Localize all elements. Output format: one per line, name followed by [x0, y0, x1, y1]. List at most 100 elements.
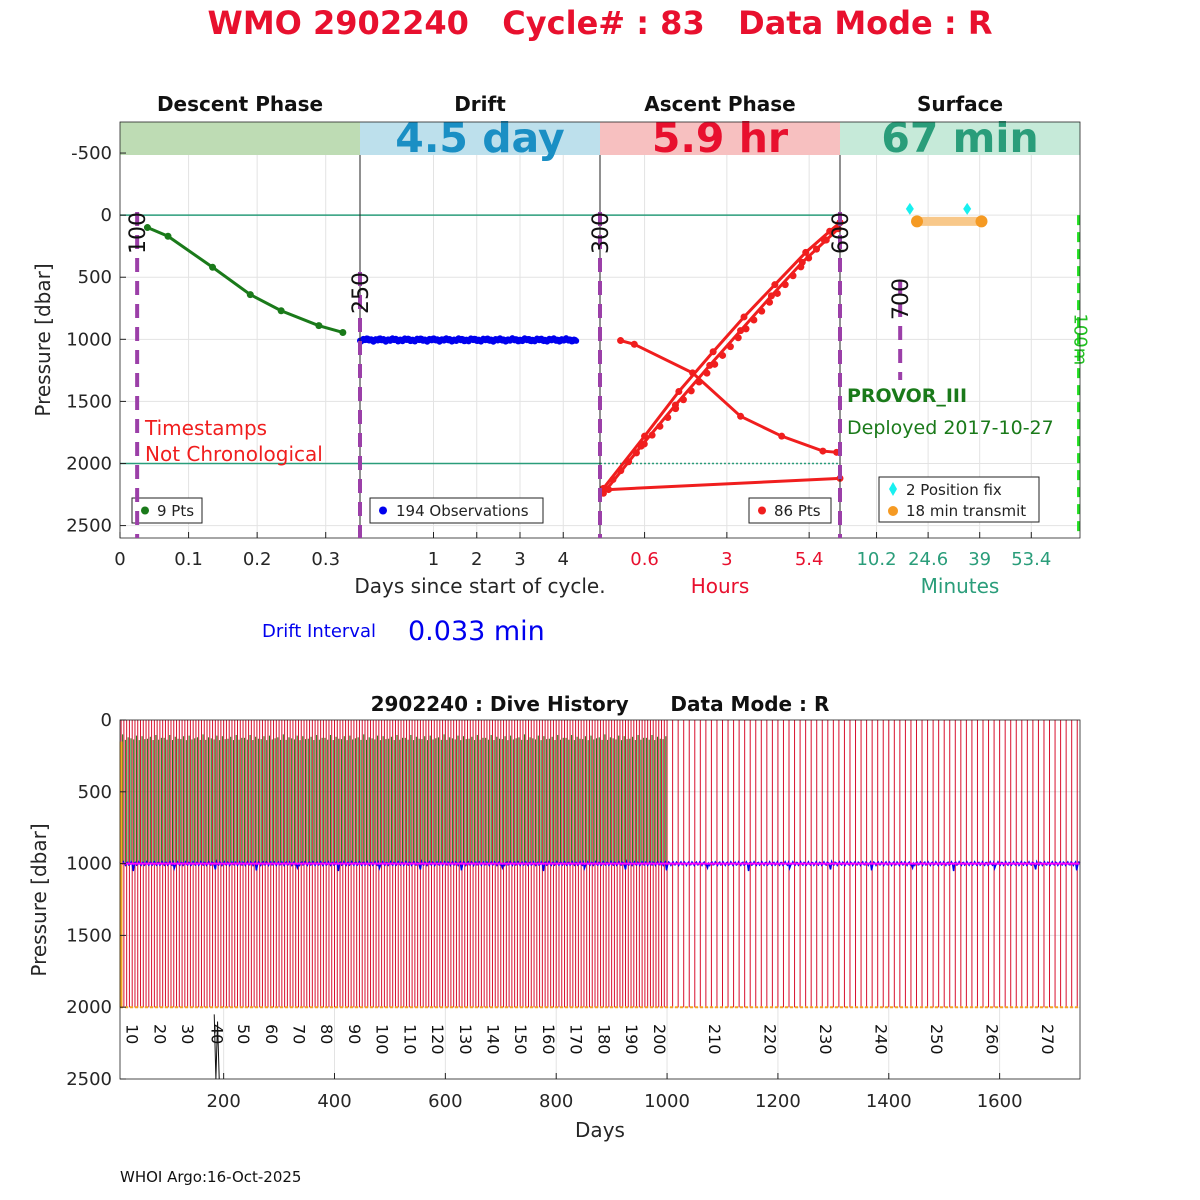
history-x-tick-label: 800 — [539, 1091, 573, 1112]
history-y-tick-label: 2500 — [66, 1069, 112, 1090]
cycle-number-label: 170 — [567, 1024, 586, 1055]
history-x-tick-label: 1400 — [866, 1091, 912, 1112]
cycle-number-label: 220 — [761, 1024, 780, 1055]
ascent-point — [679, 396, 687, 404]
ascent-point — [617, 467, 625, 475]
figure-title: WMO 2902240 Cycle# : 83 Data Mode : R — [208, 4, 993, 42]
cycle-x-tick-label: 53.4 — [1011, 549, 1051, 570]
ascent-point — [630, 340, 638, 348]
cycle-number-label: 230 — [816, 1024, 835, 1055]
position-fix-legend-text: 2 Position fix — [906, 481, 1002, 499]
ascent-point — [802, 248, 810, 256]
cycle-number-label: 100 — [373, 1024, 392, 1055]
ascent-point — [797, 263, 805, 271]
cycle-grid — [119, 152, 1080, 538]
phase-bar-surface — [840, 122, 1080, 155]
cycle-x-tick-label: 0.1 — [174, 549, 203, 570]
history-x-tick-label: 1600 — [977, 1091, 1023, 1112]
descent-plot — [143, 224, 347, 336]
ascent-marker-300-label: 300 — [589, 212, 614, 254]
position-fix-point — [963, 202, 972, 215]
drift-legend-text: 194 Observations — [396, 502, 529, 520]
phase-duration-surface: 67 min — [881, 114, 1038, 162]
phase-bar-descent — [120, 122, 360, 155]
phase-bar-ascent — [600, 122, 840, 155]
cycle-number-label: 130 — [456, 1024, 475, 1055]
transmit-legend-marker — [888, 506, 898, 516]
ascent-point — [625, 458, 633, 466]
cycle-number-label: 80 — [317, 1024, 336, 1044]
cycle-number-label: 110 — [400, 1024, 419, 1055]
cycle-x-tick-label: 2 — [471, 549, 482, 570]
cycle-number-label: 190 — [622, 1024, 641, 1055]
descent-legend-text: 9 Pts — [157, 502, 194, 520]
minutes-axis-label: Minutes — [921, 574, 1000, 598]
cycle-x-tick-label: 3 — [721, 549, 732, 570]
history-y-tick-label: 1500 — [66, 925, 112, 946]
cycle-x-tick-label: 0.2 — [243, 549, 272, 570]
ascent-point — [819, 447, 827, 455]
history-y-tick-label: 1000 — [66, 854, 112, 875]
cycle-number-label: 40 — [207, 1024, 226, 1044]
footer-credit: WHOI Argo:16-Oct-2025 — [120, 1168, 301, 1186]
history-series — [119, 720, 1081, 1080]
cycle-y-tick-label: 2000 — [66, 453, 112, 474]
descent-legend: 9 Pts — [131, 497, 203, 524]
drift-legend-marker — [379, 506, 387, 515]
history-y-tick-label: 2000 — [66, 997, 112, 1018]
ascent-point — [766, 298, 774, 306]
ascent-point — [675, 387, 683, 395]
cycle-y-tick-label: 1500 — [66, 391, 112, 412]
surface-marker-700-label: 700 — [889, 278, 914, 320]
history-x-tick-label: 600 — [428, 1091, 462, 1112]
cycle-x-tick-label: 1 — [428, 549, 439, 570]
history-gap-trace — [213, 1014, 220, 1080]
ascent-point — [709, 348, 717, 356]
ascent-point — [695, 378, 703, 386]
cycle-number-label: 60 — [262, 1024, 281, 1044]
ascent-point — [767, 292, 775, 300]
position-fix-legend-marker — [889, 482, 897, 496]
descent-legend-marker — [141, 506, 149, 515]
cycle-y-tick-label: 1000 — [66, 329, 112, 350]
phase-title-descent: Descent Phase — [157, 92, 323, 116]
descent-point — [209, 263, 217, 271]
drift-legend: 194 Observations — [369, 497, 544, 524]
drift-marker-250-label: 250 — [349, 272, 374, 314]
cycle-number-label: 70 — [289, 1024, 308, 1044]
cycle-number-label: 10 — [123, 1024, 142, 1044]
ascent-point — [781, 281, 789, 289]
ascent-point — [758, 307, 766, 315]
ascent-point — [656, 422, 664, 430]
cycle-number-label: 140 — [483, 1024, 502, 1055]
ascent-marker-600-label: 600 — [829, 212, 854, 254]
drift-point — [573, 337, 580, 344]
ascent-point — [813, 245, 821, 253]
surface-legend: 2 Position fix 18 min transmit — [878, 476, 1040, 523]
cycle-y-tick-label: 500 — [78, 267, 112, 288]
cycle-number-label: 20 — [150, 1024, 169, 1044]
history-y-tick-label: 0 — [101, 710, 112, 731]
ascent-point — [726, 343, 734, 351]
ascent-point — [820, 236, 828, 244]
cycle-x-tick-label: 0 — [114, 549, 125, 570]
ascent-legend-text: 86 Pts — [774, 502, 821, 520]
descent-point — [277, 307, 285, 315]
drift-interval-label: Drift Interval — [262, 621, 376, 642]
ascent-point — [805, 254, 813, 262]
history-x-tick-label: 200 — [206, 1091, 240, 1112]
ascent-point — [640, 440, 648, 448]
cycle-number-label: 120 — [428, 1024, 447, 1055]
ascent-point — [828, 227, 836, 235]
ascent-point — [617, 337, 625, 345]
ascent-point — [789, 272, 797, 280]
cycle-number-label: 50 — [234, 1024, 253, 1044]
cycle-number-label: 90 — [345, 1024, 364, 1044]
history-x-axis-label: Days — [575, 1118, 625, 1142]
ascent-point — [609, 475, 617, 483]
dive-history-panel: 2902240 : Dive History Data Mode : R 10 2… — [27, 692, 1081, 1142]
surface-plot: 100m — [905, 202, 1091, 538]
history-axes: 10 20 30 40 50 60 70 80 90 100 110 120 130 140 150 160 1… — [66, 710, 1081, 1112]
ascent-point — [648, 431, 656, 439]
